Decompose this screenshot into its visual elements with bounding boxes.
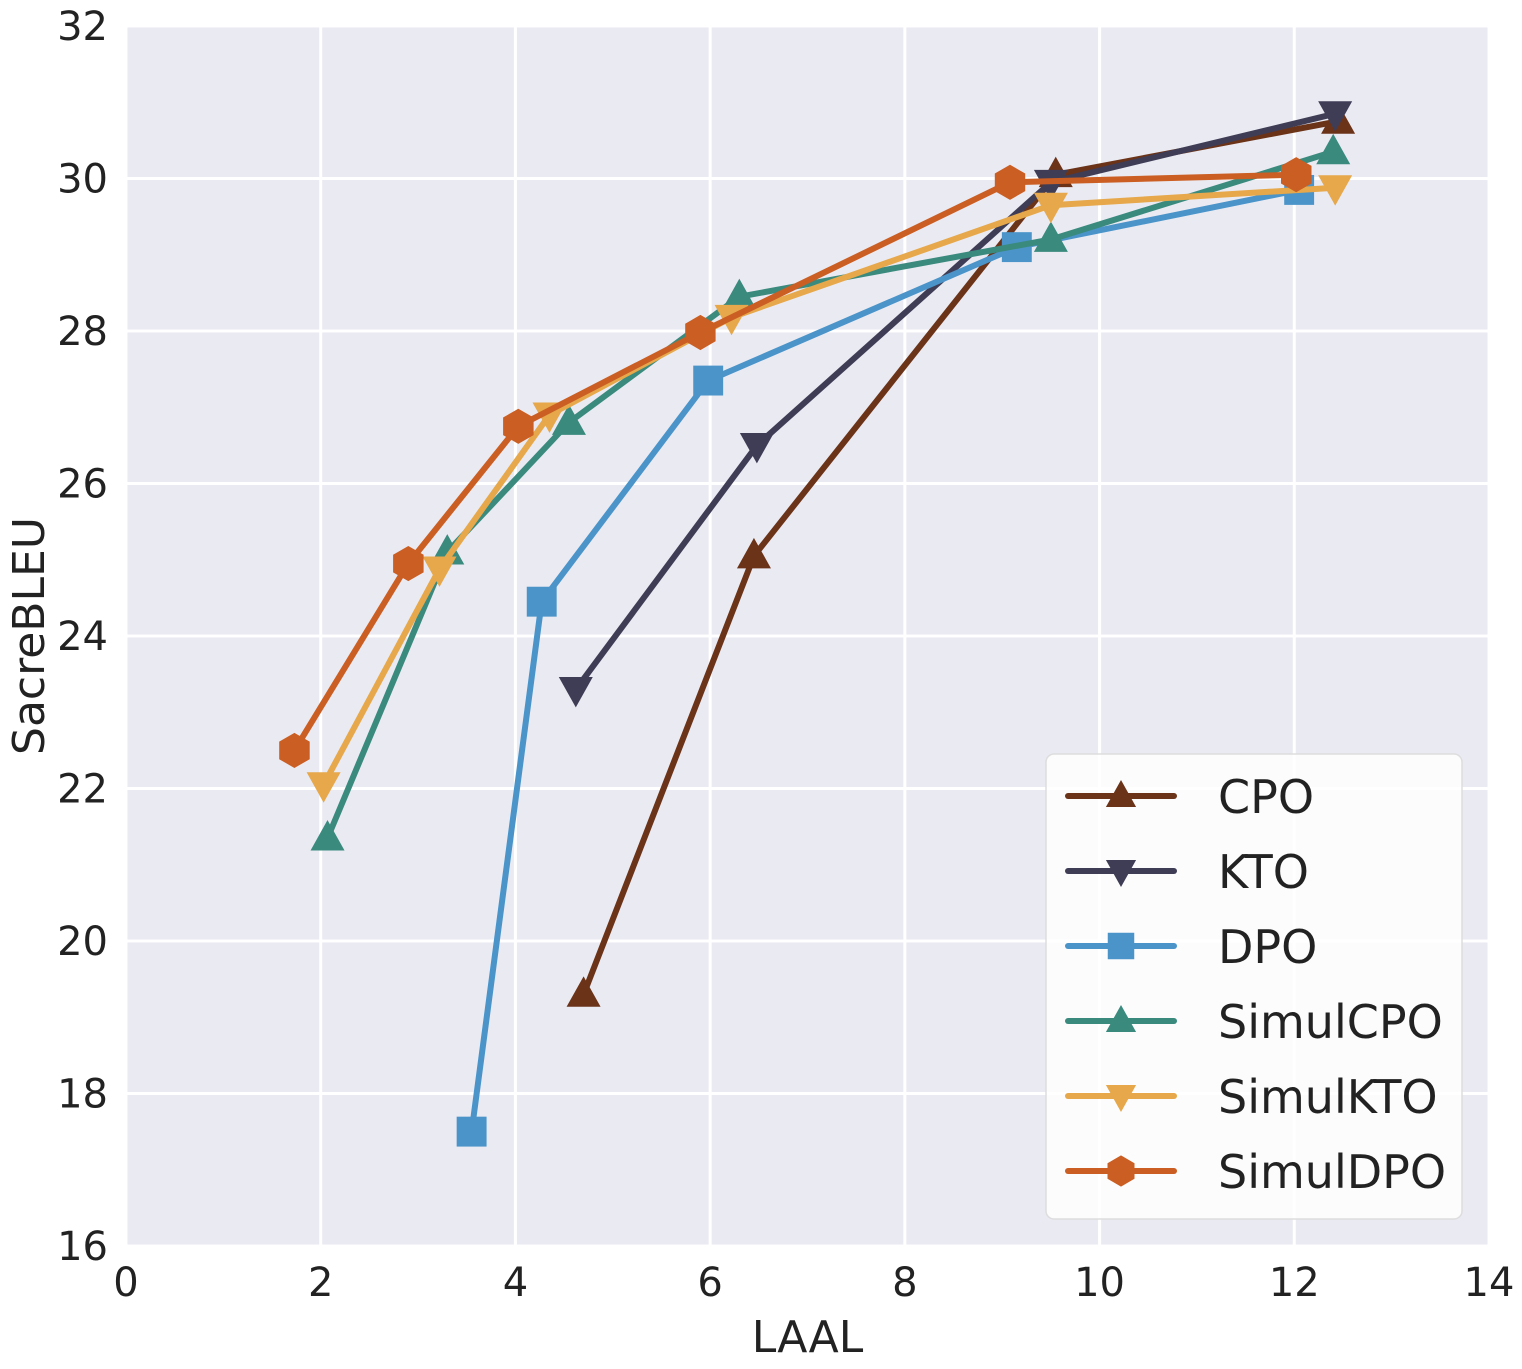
data-point-kto <box>1318 101 1353 132</box>
y-tick-label: 16 <box>57 1224 108 1270</box>
data-point-simuldpo <box>1281 157 1312 193</box>
x-tick-label: 6 <box>697 1260 722 1306</box>
data-point-cpo <box>566 976 601 1007</box>
legend-item-kto: KTO <box>1065 845 1309 899</box>
legend-item-simuldpo: SimulDPO <box>1065 1145 1446 1199</box>
legend-label: SimulDPO <box>1218 1145 1446 1199</box>
legend-item-simulkto: SimulKTO <box>1065 1070 1438 1124</box>
data-point-simulkto <box>306 772 341 803</box>
y-tick-label: 30 <box>57 157 108 203</box>
legend-item-cpo: CPO <box>1065 770 1314 824</box>
legend-label: SimulKTO <box>1218 1070 1438 1124</box>
data-point-simulcpo <box>551 404 586 435</box>
data-point-simuldpo <box>685 314 716 351</box>
legend-marker <box>1105 779 1137 807</box>
legend-item-simulcpo: SimulCPO <box>1065 995 1443 1049</box>
x-tick-label: 10 <box>1074 1260 1125 1306</box>
data-point-simuldpo <box>994 164 1026 200</box>
legend-marker <box>1107 932 1135 960</box>
y-tick-label: 24 <box>57 614 108 660</box>
legend-marker <box>1105 860 1137 888</box>
data-point-simulcpo <box>310 820 345 851</box>
series-layer <box>279 101 1356 1147</box>
y-tick-label: 32 <box>57 4 108 50</box>
data-point-simulcpo <box>1033 221 1068 252</box>
legend: CPO KTO DPO SimulCPO SimulKTO SimulDPO <box>1045 753 1463 1220</box>
data-point-simulkto <box>1033 192 1068 224</box>
data-point-simuldpo <box>393 546 424 582</box>
data-point-kto <box>739 432 774 464</box>
x-tick-label: 14 <box>1464 1260 1515 1306</box>
legend-label: DPO <box>1218 920 1317 974</box>
y-tick-label: 22 <box>57 767 108 813</box>
y-tick-label: 26 <box>57 462 108 508</box>
legend-label: SimulCPO <box>1218 995 1443 1049</box>
legend-marker <box>1105 1004 1137 1032</box>
legend-item-dpo: DPO <box>1065 920 1317 974</box>
data-point-simuldpo <box>279 732 310 768</box>
x-tick-label: 12 <box>1269 1260 1320 1306</box>
data-point-kto <box>558 676 593 708</box>
data-point-dpo <box>526 586 557 617</box>
legend-label: CPO <box>1218 770 1314 824</box>
legend-marker <box>1105 1085 1137 1113</box>
y-axis-ticks: 16 18 20 22 24 26 28 30 32 <box>57 4 108 1270</box>
x-tick-label: 0 <box>113 1260 138 1306</box>
series-line-kto <box>572 110 1339 693</box>
x-tick-label: 4 <box>503 1260 528 1306</box>
x-axis-ticks: 0 2 4 6 8 10 12 14 <box>113 1260 1514 1306</box>
data-point-dpo <box>456 1116 487 1147</box>
y-tick-label: 18 <box>57 1072 108 1118</box>
x-tick-label: 8 <box>892 1260 917 1306</box>
data-point-cpo <box>736 537 771 569</box>
y-tick-label: 28 <box>57 309 108 355</box>
series-kto <box>558 101 1353 708</box>
y-tick-label: 20 <box>57 919 108 965</box>
data-point-simulcpo <box>1316 133 1351 165</box>
data-point-kto <box>1033 169 1068 201</box>
data-point-dpo <box>693 365 724 396</box>
x-axis-label: LAAL <box>752 1312 864 1363</box>
series-simuldpo <box>279 157 1312 768</box>
data-point-simulkto <box>1318 175 1353 206</box>
data-point-simulkto <box>422 556 457 587</box>
series-line-simuldpo <box>291 171 1300 754</box>
legend-marker <box>1107 1155 1135 1187</box>
legend-label: KTO <box>1218 845 1309 899</box>
y-axis-label: SacreBLEU <box>4 517 55 755</box>
x-tick-label: 2 <box>308 1260 333 1306</box>
data-point-simuldpo <box>503 408 534 444</box>
